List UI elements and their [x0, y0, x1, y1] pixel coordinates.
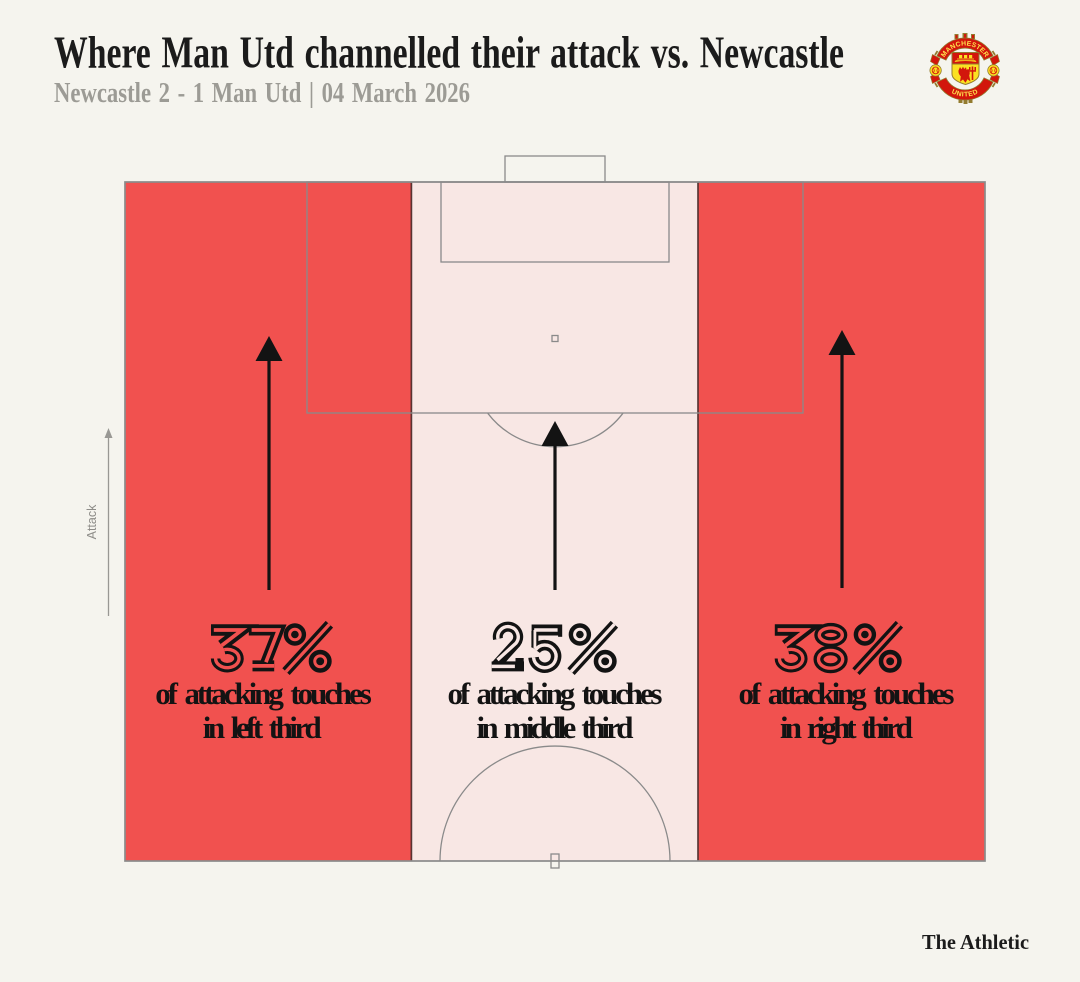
- svg-text:of attacking touches: of attacking touches: [739, 676, 955, 711]
- svg-text:UNITED: UNITED: [950, 88, 979, 98]
- svg-text:in middle third: in middle third: [477, 710, 634, 745]
- svg-text:of attacking touches: of attacking touches: [155, 676, 372, 711]
- svg-text:Attack: Attack: [85, 504, 99, 539]
- svg-text:Where Man Utd channelled their: Where Man Utd channelled their attack vs…: [54, 28, 844, 78]
- svg-text:Newcastle 2 - 1 Man Utd | 04 M: Newcastle 2 - 1 Man Utd | 04 March 2026: [54, 77, 470, 109]
- svg-text:in right third: in right third: [780, 710, 913, 745]
- svg-text:of attacking touches: of attacking touches: [448, 676, 663, 711]
- svg-text:The Athletic: The Athletic: [922, 930, 1029, 954]
- svg-text:in left third: in left third: [203, 710, 322, 745]
